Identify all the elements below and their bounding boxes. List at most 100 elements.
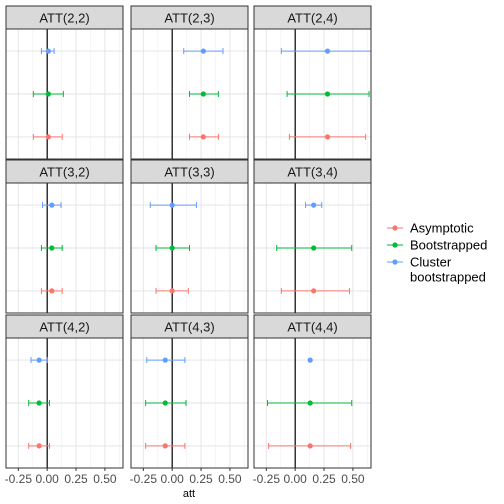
estimate-mark (28, 442, 50, 449)
panel-border (130, 28, 249, 160)
point-estimate (162, 443, 168, 449)
estimate-mark (183, 48, 224, 55)
estimate-mark (30, 357, 48, 364)
point-estimate (36, 443, 42, 449)
point-estimate (49, 288, 55, 294)
panel-border (253, 182, 372, 314)
x-tick-label: 0.00 (284, 472, 308, 486)
point-estimate (324, 91, 331, 97)
facet-label: ATT(4,2) (39, 320, 89, 335)
point-estimate (45, 48, 51, 54)
facet-label: ATT(3,2) (39, 165, 89, 180)
estimate-mark (155, 245, 190, 251)
panel-border (5, 182, 124, 314)
estimate-mark (145, 400, 187, 406)
legend-label: Cluster bootstrapped (410, 255, 486, 285)
point-estimate (36, 400, 42, 406)
facet-panel: ATT(2,2) (5, 5, 124, 160)
x-tick-label: -0.25 (5, 472, 33, 486)
panel-border (253, 28, 372, 160)
estimate-mark (32, 133, 63, 140)
facet-label: ATT(3,3) (164, 165, 214, 180)
estimate-mark (40, 48, 55, 55)
panel-border (130, 337, 249, 469)
x-tick-label: 0.25 (312, 472, 336, 486)
estimate-mark (146, 357, 186, 364)
x-tick-label: 0.50 (341, 472, 365, 486)
point-estimate (324, 48, 331, 54)
facet-label: ATT(2,3) (164, 11, 214, 26)
estimate-mark (305, 202, 323, 209)
x-axis-layer: -0.25 0.00 0.25 0.50 -0.25 0.00 0.25 0.50 -0.25 0… (5, 468, 365, 486)
point-estimate (45, 134, 51, 140)
panel-border (130, 182, 249, 314)
point-estimate (307, 443, 313, 449)
x-tick-label: 0.50 (218, 472, 242, 486)
legend: Asymptotic Bootstrapped Cluster bootstrappe… (387, 221, 487, 285)
point-estimate (36, 357, 42, 363)
estimate-mark (145, 442, 186, 449)
point-estimate (169, 202, 175, 208)
panel-border (5, 28, 124, 160)
point-estimate (200, 48, 206, 54)
facet-panel: ATT(3,3) (130, 159, 249, 314)
facet-panel: ATT(4,2) (5, 314, 124, 469)
point-estimate (45, 91, 51, 97)
estimate-mark (307, 357, 313, 363)
legend-item: Bootstrapped (387, 238, 487, 253)
estimate-mark (189, 91, 219, 97)
point-estimate (162, 357, 168, 363)
estimate-mark (155, 287, 189, 294)
estimate-mark (40, 287, 63, 294)
facet-panel: ATT(3,4) (253, 159, 372, 314)
x-tick-label: 0.50 (93, 472, 117, 486)
estimate-mark (149, 202, 197, 209)
panels-layer: ATT(2,2) ATT(2,3) ATT(2,4) ATT(3,2) ATT(3,3)… (5, 5, 372, 469)
legend-label: Asymptotic (410, 221, 474, 236)
estimate-mark (189, 133, 219, 140)
point-estimate (49, 202, 55, 208)
facet-label: ATT(2,4) (287, 11, 337, 26)
legend-key-point (392, 242, 398, 248)
facet-label: ATT(3,4) (287, 165, 337, 180)
estimate-mark (266, 400, 353, 406)
point-estimate (169, 288, 175, 294)
x-tick-label: -0.25 (253, 472, 281, 486)
point-estimate (307, 357, 313, 363)
legend-key-point (392, 225, 398, 231)
x-tick-label: -0.25 (130, 472, 158, 486)
point-estimate (49, 245, 55, 251)
point-estimate (311, 288, 317, 294)
point-estimate (311, 202, 317, 208)
facet-label: ATT(4,4) (287, 320, 337, 335)
estimate-mark (32, 91, 64, 97)
point-estimate (200, 91, 206, 97)
x-tick-label: 0.00 (161, 472, 185, 486)
legend-label: Bootstrapped (410, 238, 487, 253)
estimate-mark (280, 287, 350, 294)
estimate-mark (28, 400, 50, 406)
legend-item: Asymptotic (387, 221, 474, 236)
facet-panel: ATT(4,4) (253, 314, 372, 469)
estimate-mark (280, 48, 371, 55)
facet-panel: ATT(2,4) (253, 5, 372, 160)
estimate-mark (40, 245, 63, 251)
point-estimate (162, 400, 168, 406)
estimate-mark (276, 245, 353, 251)
legend-item: Cluster bootstrapped (387, 255, 486, 285)
legend-key-point (392, 259, 398, 265)
point-estimate (311, 245, 317, 251)
x-axis-title: att (183, 488, 195, 500)
point-estimate (307, 400, 313, 406)
panel-border (253, 337, 372, 469)
x-tick-label: 0.00 (36, 472, 60, 486)
facet-label: ATT(2,2) (39, 11, 89, 26)
point-estimate (324, 134, 331, 140)
facet-panel: ATT(2,3) (130, 5, 249, 160)
estimate-mark (286, 91, 370, 97)
estimate-mark (268, 442, 352, 449)
x-tick-label: 0.25 (64, 472, 88, 486)
estimate-mark (42, 202, 62, 209)
estimate-mark (288, 133, 367, 140)
